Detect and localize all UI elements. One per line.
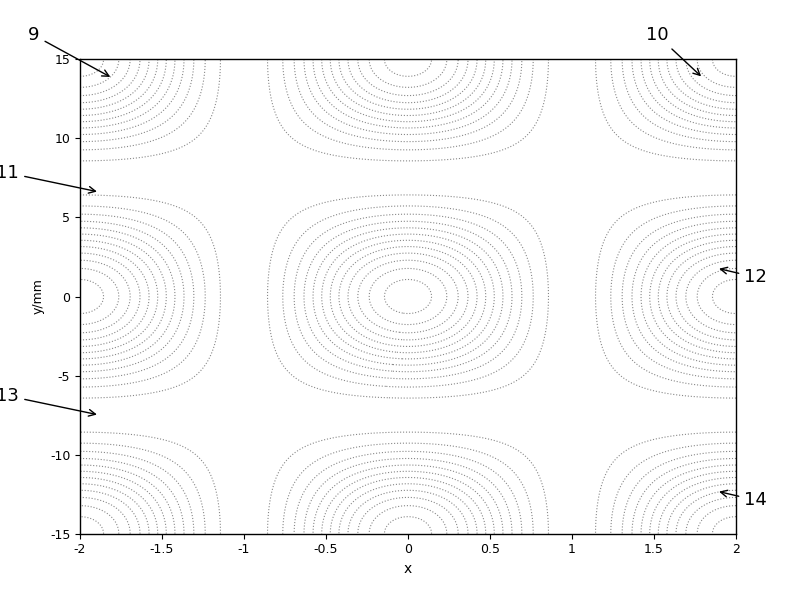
Text: 12: 12 — [721, 267, 767, 286]
Text: 9: 9 — [28, 26, 109, 76]
Text: 10: 10 — [646, 26, 700, 75]
Y-axis label: y/mm: y/mm — [31, 279, 44, 314]
Text: 13: 13 — [0, 387, 95, 416]
Text: 11: 11 — [0, 164, 95, 193]
Text: 14: 14 — [721, 490, 767, 509]
X-axis label: x: x — [404, 562, 412, 576]
